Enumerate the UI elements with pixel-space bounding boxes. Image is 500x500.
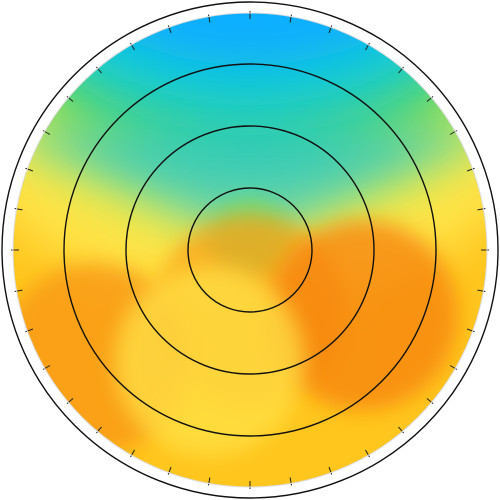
tick-28: [289, 14, 292, 23]
tick-25: [167, 25, 172, 34]
tick-29: [328, 25, 333, 34]
tick-33: [449, 130, 458, 135]
tick-1: [477, 289, 486, 292]
grid-ring-3: [63, 63, 437, 437]
tick-17: [14, 289, 23, 292]
grid-ring-1: [187, 187, 313, 313]
tick-30: [365, 42, 370, 51]
tick-26: [208, 14, 211, 23]
disc-border: [12, 12, 488, 488]
tick-15: [42, 365, 51, 370]
tick-16: [25, 328, 34, 333]
tick-20: [25, 167, 34, 172]
tick-12: [130, 449, 135, 458]
grid-ring-2: [125, 125, 375, 375]
tick-22: [66, 95, 74, 102]
lower-left-mild: [114, 266, 305, 457]
tick-8: [289, 477, 292, 486]
tick-2: [466, 328, 475, 333]
tick-10: [208, 477, 211, 486]
tick-23: [95, 66, 102, 74]
tick-35: [477, 208, 486, 211]
band-5: [13, 13, 487, 65]
tick-6: [365, 449, 370, 458]
tick-24: [130, 42, 135, 51]
tick-13: [95, 426, 102, 434]
tick-14: [66, 398, 74, 405]
right-hot: [267, 220, 458, 411]
tick-32: [426, 95, 434, 102]
tick-4: [426, 398, 434, 405]
tick-5: [398, 426, 405, 434]
outer-tick-marks: [11, 11, 489, 489]
tick-21: [42, 130, 51, 135]
tick-11: [167, 466, 172, 475]
tick-19: [14, 208, 23, 211]
tick-3: [449, 365, 458, 370]
tick-31: [398, 66, 405, 74]
tick-34: [466, 167, 475, 172]
tick-7: [328, 466, 333, 475]
